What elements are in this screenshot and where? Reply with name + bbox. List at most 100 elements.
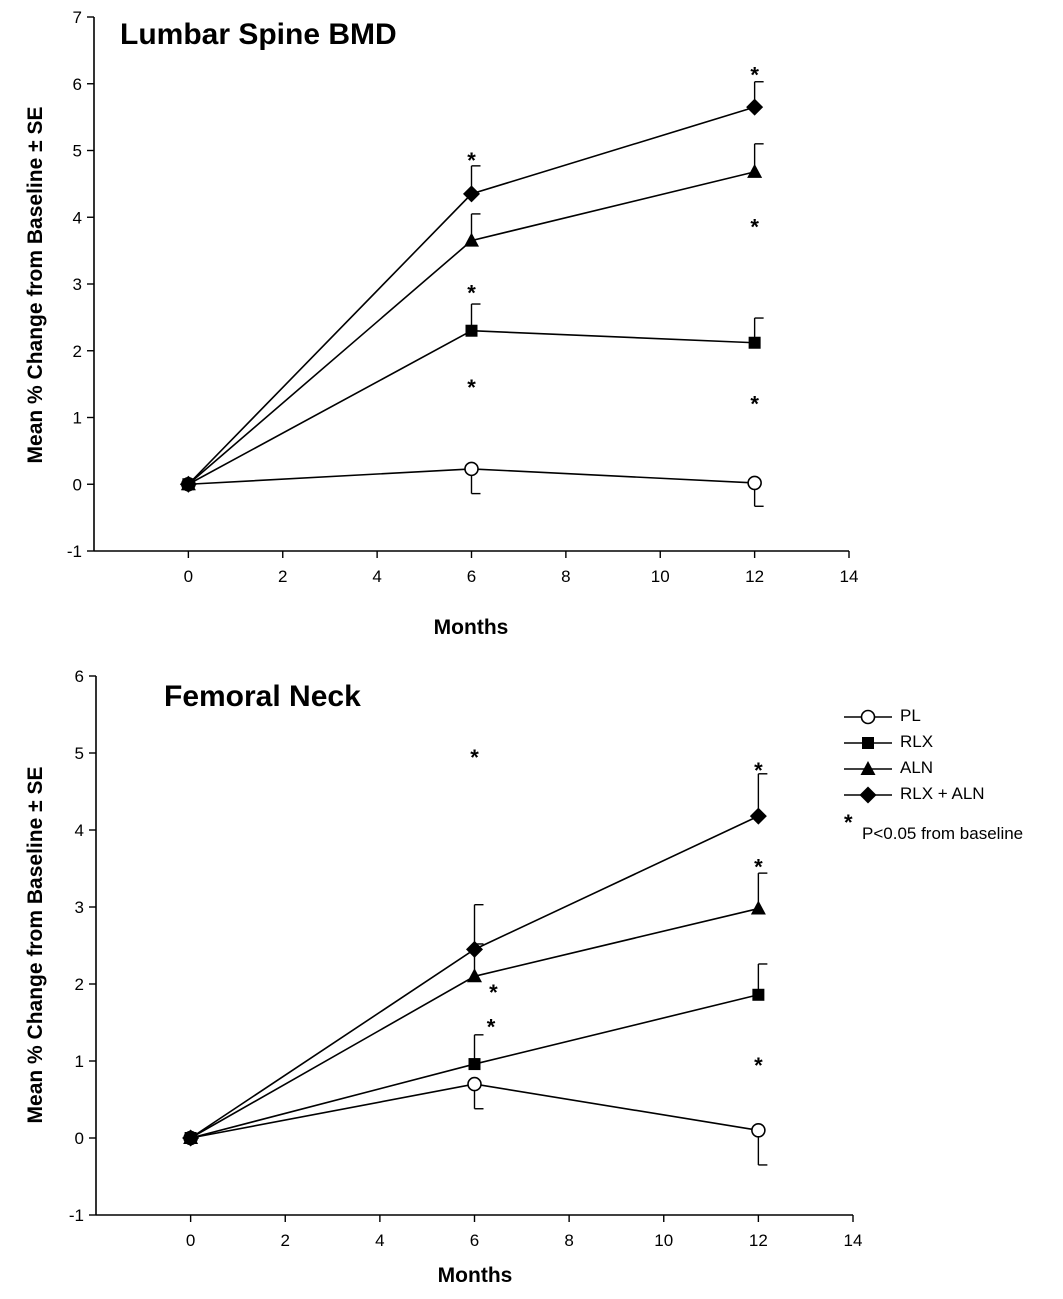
x-tick-label: 6	[467, 567, 476, 586]
data-point	[751, 1122, 766, 1138]
y-tick-label: 6	[75, 667, 84, 686]
x-tick-label: 0	[186, 1231, 195, 1250]
significance-asterisk: *	[754, 1053, 763, 1078]
y-tick-label: -1	[69, 1206, 84, 1225]
x-tick-label: 8	[564, 1231, 573, 1250]
data-point	[468, 1058, 481, 1071]
y-axis-label-text: Mean % Change from Baseline ± SE	[24, 766, 47, 1124]
series-line	[187, 329, 755, 485]
significance-asterisk: *	[750, 215, 759, 240]
y-tick-label: -1	[67, 542, 82, 561]
significance-note: * P<0.05 from baseline	[842, 810, 1063, 846]
data-point	[750, 900, 766, 915]
y-tick-label: 1	[75, 1052, 84, 1071]
y-tick-label: 5	[75, 744, 84, 763]
significance-asterisk: *	[754, 758, 763, 783]
significance-asterisk: *	[467, 281, 476, 306]
series-pl	[183, 1076, 768, 1166]
legend-entry-pl: PL	[842, 704, 1062, 730]
y-tick-label: 3	[73, 275, 82, 294]
y-axis-label-text: Mean % Change from Baseline ± SE	[24, 106, 47, 464]
series-rlx-aln	[182, 773, 768, 1147]
significance-star: *	[844, 810, 853, 835]
x-tick-label: 6	[470, 1231, 479, 1250]
y-tick-label: 4	[73, 208, 82, 227]
data-point	[464, 232, 479, 247]
significance-asterisk: *	[467, 148, 476, 173]
data-point	[749, 807, 767, 825]
chart-title: Femoral Neck	[164, 680, 361, 713]
data-point	[747, 475, 762, 491]
femoral-neck-chart: -1 0 1 2 3 4 5 6 0 2 4 6 8 10 12 14 * * * * * * Femoral Neck …	[0, 650, 1063, 1299]
data-point	[747, 163, 763, 178]
legend-symbol	[860, 761, 876, 775]
x-tick-label: 2	[278, 567, 287, 586]
significance-asterisk: *	[487, 1015, 496, 1040]
data-point	[463, 185, 480, 203]
series-pl	[181, 461, 764, 507]
x-tick-label: 0	[184, 567, 193, 586]
series-aln	[183, 872, 768, 1144]
x-axis-label: Months	[433, 616, 509, 639]
legend-entry-aln: ALN	[842, 756, 1062, 782]
y-tick-label: 1	[73, 409, 82, 428]
legend-marker-aln	[844, 761, 892, 775]
significance-note-text: P<0.05 from baseline	[862, 824, 1024, 843]
y-tick-label: 7	[73, 8, 82, 27]
legend-marker-rlx	[844, 737, 892, 749]
significance-asterisk: *	[470, 745, 479, 770]
y-tick-label: 3	[75, 898, 84, 917]
significance-asterisk: *	[489, 980, 498, 1005]
x-tick-label: 8	[561, 567, 570, 586]
legend-label: ALN	[900, 758, 934, 777]
y-tick-label: 0	[73, 475, 82, 494]
data-point	[466, 940, 483, 958]
legend-label: RLX	[900, 732, 934, 751]
legend-marker-rlx-aln	[844, 786, 892, 804]
y-tick-label: 2	[75, 975, 84, 994]
data-point	[182, 1129, 200, 1147]
y-tick-label: 0	[75, 1129, 84, 1148]
data-point	[467, 1076, 482, 1092]
data-point	[179, 475, 197, 493]
legend-entry-rlx: RLX	[842, 730, 1062, 756]
x-tick-label: 12	[745, 567, 764, 586]
x-tick-label: 2	[281, 1231, 290, 1250]
x-tick-label: 14	[840, 567, 859, 586]
legend-label: PL	[900, 706, 921, 725]
data-point	[746, 98, 764, 116]
y-tick-label: 4	[75, 821, 84, 840]
significance-asterisk: *	[754, 854, 763, 879]
data-point	[752, 988, 765, 1001]
data-point	[464, 461, 479, 477]
x-tick-label: 14	[844, 1231, 863, 1250]
significance-asterisk: *	[750, 391, 759, 416]
x-axis-label: Months	[437, 1264, 513, 1287]
data-point	[467, 968, 482, 983]
legend-label: RLX + ALN	[900, 784, 985, 803]
lumbar-spine-chart: -1 0 1 2 3 4 5 6 7 0 2 4 6 8 10 12 14 * * * * * * Lumbar Spine…	[24, 8, 859, 639]
data-point	[465, 324, 478, 337]
significance-asterisk: *	[750, 62, 759, 87]
legend-symbol	[862, 737, 874, 749]
y-tick-label: 5	[73, 142, 82, 161]
x-tick-label: 12	[749, 1231, 768, 1250]
legend-entry-rlx-aln: RLX + ALN	[842, 782, 1062, 808]
legend-marker-pl	[844, 709, 892, 725]
legend-symbol	[860, 709, 876, 725]
data-point	[748, 336, 761, 349]
significance-asterisk: *	[467, 375, 476, 400]
x-tick-label: 10	[651, 567, 670, 586]
chart-title: Lumbar Spine BMD	[120, 18, 397, 51]
x-tick-label: 4	[375, 1231, 384, 1250]
y-tick-label: 6	[73, 75, 82, 94]
x-tick-label: 4	[372, 567, 381, 586]
legend-symbol	[859, 786, 877, 804]
series-rlx-aln	[179, 81, 764, 493]
legend: PL RLX ALN RLX + ALN * P<0.05 from basel…	[842, 704, 1062, 844]
y-tick-label: 2	[73, 342, 82, 361]
x-tick-label: 10	[654, 1231, 673, 1250]
